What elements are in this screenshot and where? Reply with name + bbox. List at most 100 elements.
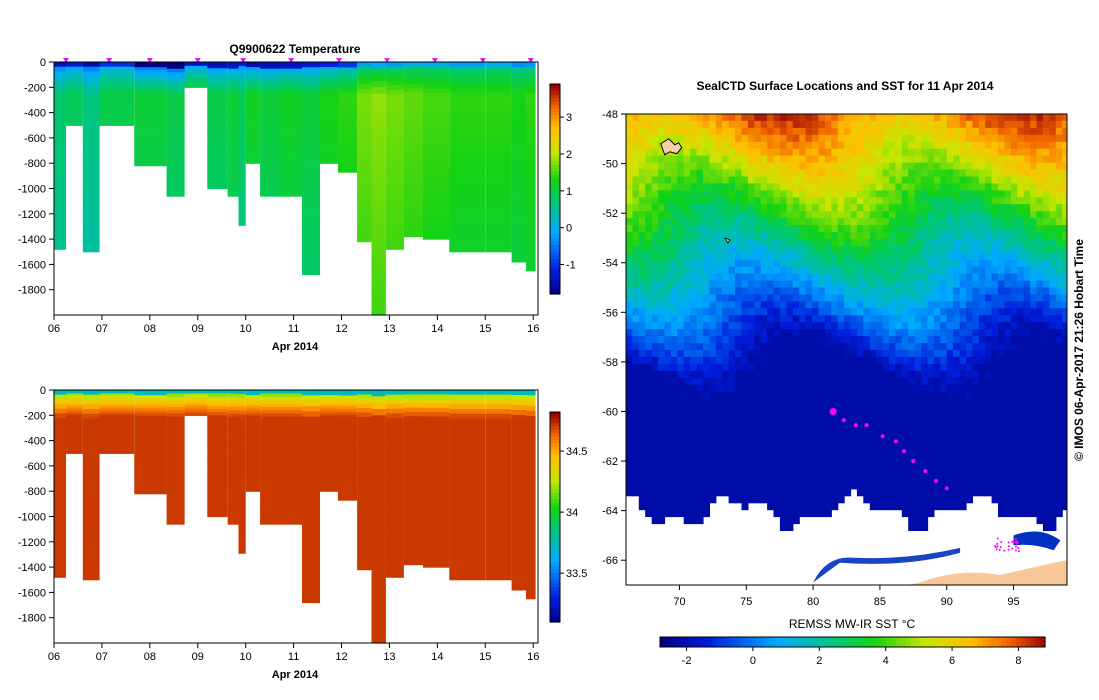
profile-cell (238, 70, 246, 75)
sst-cell (940, 225, 948, 233)
sst-cell (831, 266, 839, 275)
profile-cell (184, 64, 208, 66)
profile-cell (371, 592, 386, 600)
sst-cell (812, 162, 819, 171)
sst-cell (799, 363, 807, 372)
colorbar-segment (550, 150, 560, 155)
profile-cell (371, 554, 386, 562)
profile-cell (511, 450, 526, 456)
sst-cell (812, 225, 819, 233)
sst-cell (972, 301, 980, 309)
sst-cell (632, 336, 640, 344)
profile-cell (357, 488, 372, 494)
y-tick-label: -400 (24, 436, 46, 448)
profile-cell (385, 94, 404, 101)
sst-cell (779, 266, 787, 275)
sst-cell (914, 294, 922, 302)
profile-cell (245, 110, 261, 114)
sst-cell (1017, 155, 1025, 164)
sst-cell (824, 370, 832, 379)
sst-cell (882, 127, 890, 136)
sst-cell (831, 294, 839, 302)
profile-cell (302, 496, 320, 503)
profile-cell (357, 151, 372, 157)
colorbar-segment (550, 283, 560, 288)
colorbar-segment (550, 499, 560, 504)
sst-cell (1017, 225, 1025, 233)
colorbar-segment (550, 259, 560, 264)
profile-cell (526, 551, 536, 558)
profile-cell (403, 433, 423, 439)
profile-cell (320, 127, 338, 131)
sst-cell (876, 350, 884, 358)
profile-cell (357, 147, 372, 153)
sst-cell (767, 384, 775, 393)
profile-cell (357, 93, 372, 99)
profile-cell (423, 119, 450, 125)
profile-cell (99, 115, 135, 118)
sst-cell (664, 363, 672, 372)
profile-cell (485, 194, 512, 201)
sst-cell (760, 329, 768, 337)
profile-cell (99, 63, 135, 66)
sst-cell (966, 232, 973, 240)
profile-cell (166, 88, 185, 93)
sst-cell (837, 176, 845, 184)
sst-cell (1062, 259, 1067, 268)
sst-cell (966, 280, 973, 289)
sst-cell (651, 218, 659, 226)
sst-cell (1036, 370, 1044, 379)
profile-cell (99, 416, 135, 420)
profile-cell (385, 136, 404, 143)
profile-cell (449, 175, 486, 182)
profile-cell (260, 129, 281, 133)
sst-cell (638, 190, 646, 198)
sst-cell (818, 114, 826, 122)
profile-cell (371, 446, 386, 454)
profile-cell (82, 161, 100, 167)
profile-cell (337, 117, 358, 121)
profile-cell (260, 473, 281, 478)
profile-cell (526, 410, 536, 417)
sst-cell (741, 245, 749, 254)
profile-cell (526, 431, 536, 438)
sst-cell (1030, 356, 1038, 365)
sst-cell (735, 329, 742, 337)
profile-cell (385, 239, 404, 246)
profile-cell (99, 396, 135, 399)
sst-cell (998, 336, 1005, 344)
x-tick-label: 12 (335, 323, 347, 335)
profile-cell (166, 426, 185, 431)
profile-cell (245, 62, 261, 66)
sst-cell (959, 190, 967, 198)
sst-cell (1042, 162, 1050, 171)
profile-cell (66, 96, 83, 99)
sst-cell (651, 155, 659, 164)
profile-cell (227, 420, 239, 425)
profile-cell (511, 102, 526, 108)
y-tick-label: -800 (24, 158, 46, 170)
sst-cell (1030, 315, 1038, 323)
sst-cell (767, 155, 775, 164)
profile-cell (357, 165, 372, 171)
sst-cell (991, 155, 999, 164)
profile-cell (526, 541, 536, 548)
profile-cell (66, 409, 83, 412)
profile-cell (166, 165, 185, 170)
profile-cell (260, 393, 281, 398)
profile-cell (337, 450, 358, 454)
sst-cell (670, 120, 678, 129)
sst-cell (991, 176, 999, 184)
profile-cell (245, 150, 261, 154)
sst-cell (831, 343, 839, 351)
profile-cell (66, 440, 83, 443)
profile-cell (449, 76, 486, 82)
sst-cell (869, 232, 877, 240)
profile-cell (82, 118, 100, 125)
profile-cell (66, 445, 83, 448)
profile-cell (449, 499, 486, 505)
profile-cell (260, 430, 281, 435)
profile-cell (227, 514, 239, 518)
sst-cell (728, 259, 736, 268)
profile-cell (260, 95, 281, 100)
